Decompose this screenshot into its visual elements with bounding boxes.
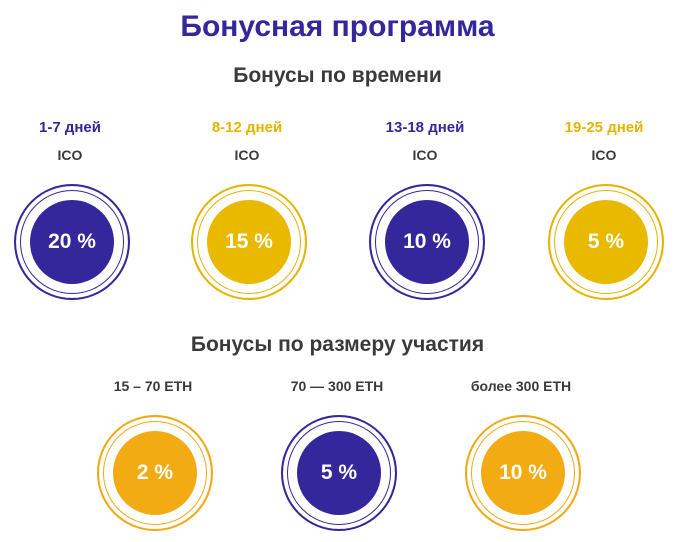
period-label: 13-18 дней — [385, 119, 465, 136]
time-bonus-item: 13-18 дней ICO — [355, 118, 495, 165]
size-bonus-item: более 300 ETH — [451, 376, 591, 396]
page-title: Бонусная программа — [180, 10, 495, 43]
period-label: 8-12 дней — [211, 119, 283, 136]
ico-label: ICO — [412, 147, 438, 163]
amount-label: более 300 ETH — [470, 378, 572, 394]
size-bonus-heading: Бонусы по размеру участия — [190, 333, 485, 356]
amount-label: 15 – 70 ETH — [113, 378, 193, 394]
bonus-circle: 2 % — [97, 415, 213, 531]
bonus-percent: 15 % — [207, 200, 291, 284]
time-bonus-heading: Бонусы по времени — [233, 64, 442, 87]
bonus-percent: 20 % — [30, 200, 114, 284]
bonus-circle: 10 % — [465, 415, 581, 531]
time-bonus-item: 19-25 дней ICO — [534, 118, 674, 165]
ico-label: ICO — [591, 147, 617, 163]
bonus-circle: 10 % — [369, 184, 485, 300]
bonus-percent: 10 % — [481, 431, 565, 515]
bonus-circle: 20 % — [14, 184, 130, 300]
period-label: 19-25 дней — [564, 119, 644, 136]
time-bonus-item: 8-12 дней ICO — [177, 118, 317, 165]
bonus-percent: 5 % — [564, 200, 648, 284]
period-label: 1-7 дней — [39, 119, 101, 136]
ico-label: ICO — [57, 147, 83, 163]
ico-label: ICO — [234, 147, 260, 163]
bonus-percent: 10 % — [385, 200, 469, 284]
amount-label: 70 — 300 ETH — [290, 378, 384, 394]
size-bonus-item: 15 – 70 ETH — [83, 376, 223, 396]
bonus-circle: 15 % — [191, 184, 307, 300]
bonus-circle: 5 % — [281, 415, 397, 531]
bonus-percent: 2 % — [113, 431, 197, 515]
bonus-percent: 5 % — [297, 431, 381, 515]
size-bonus-item: 70 — 300 ETH — [267, 376, 407, 396]
time-bonus-item: 1-7 дней ICO — [0, 118, 140, 165]
bonus-circle: 5 % — [548, 184, 664, 300]
